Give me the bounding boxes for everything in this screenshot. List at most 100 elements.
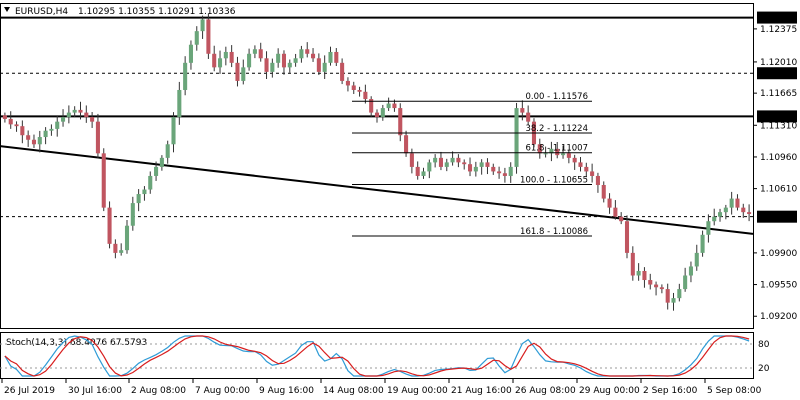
candles-layer — [2, 13, 752, 311]
candle-bear — [409, 153, 414, 167]
price-tick-label: 1.09200 — [760, 312, 797, 322]
candle-bull — [49, 128, 54, 131]
price-tick-label: 1.12010 — [760, 58, 797, 68]
candle-bull — [543, 153, 548, 155]
candle-bull — [671, 298, 676, 303]
candle-bear — [305, 49, 310, 54]
candle-bear — [316, 58, 321, 72]
time-tick-label: 21 Aug 16:00 — [451, 386, 512, 396]
candle-bear — [8, 118, 13, 125]
stoch-panel-border — [0, 332, 754, 379]
stoch-signal-line — [4, 335, 750, 377]
candle-bear — [404, 135, 409, 154]
candle-bull — [55, 121, 60, 129]
candle-bull — [421, 171, 426, 176]
candle-bull — [223, 51, 228, 59]
candle-bear — [369, 99, 374, 113]
fib-level-label: 161.8 - 1.10086 — [520, 227, 588, 237]
quote-label: 1.10295 1.10355 1.10291 1.10336 — [78, 7, 236, 17]
candle-bear — [642, 270, 647, 281]
triangle-down-icon[interactable] — [4, 7, 10, 12]
candle-bull — [683, 275, 688, 290]
fib-level-label: 38.2 - 1.11224 — [525, 124, 588, 134]
candle-bull — [712, 216, 717, 222]
candle-bear — [14, 124, 19, 127]
candle-bear — [520, 108, 525, 113]
price-tick-label: 1.10610 — [760, 185, 797, 195]
candle-bull — [299, 49, 304, 59]
candle-bear — [607, 198, 612, 208]
candle-bull — [66, 112, 71, 118]
time-tick-label: 2 Aug 08:00 — [131, 386, 186, 396]
candle-bull — [473, 166, 478, 172]
candle-bull — [188, 44, 193, 63]
candle-bull — [276, 53, 281, 63]
candle-bull — [688, 266, 693, 276]
candle-bull — [444, 162, 449, 167]
candle-bear — [78, 109, 83, 113]
price-label-bg — [757, 110, 797, 123]
price-label-bg — [757, 67, 797, 80]
candle-bull — [171, 117, 176, 145]
candle-bull — [293, 58, 298, 63]
candle-bull — [130, 203, 135, 226]
candle-bear — [659, 287, 664, 290]
candle-bull — [694, 252, 699, 267]
candle-bull — [433, 157, 438, 163]
stoch-level-label: 20 — [758, 364, 770, 374]
candle-bear — [90, 117, 95, 122]
fib-level-label: 61.8 - 1.11007 — [525, 144, 588, 154]
candle-bull — [729, 198, 734, 208]
candle-bear — [101, 153, 106, 208]
candle-bull — [636, 270, 641, 276]
price-line-labels: 1.12500 1.11885 1.11408 1.10300 — [757, 11, 797, 223]
candle-bear — [95, 121, 100, 154]
candle-bull — [549, 148, 554, 154]
time-tick-label: 26 Jul 2019 — [4, 386, 55, 396]
fib-level-label: 100.0 - 1.10655 — [520, 176, 588, 186]
candle-bull — [154, 166, 159, 176]
candle-bear — [497, 171, 502, 174]
price-line-label: 1.11408 — [760, 112, 797, 122]
candle-bull — [723, 207, 728, 213]
candle-bear — [311, 53, 316, 59]
price-tick-label: 1.11310 — [760, 121, 797, 131]
candle-bear — [84, 112, 89, 118]
candle-bull — [119, 250, 124, 253]
candle-bear — [26, 135, 31, 140]
candle-bull — [247, 53, 252, 68]
candle-bear — [572, 157, 577, 163]
candle-bull — [427, 162, 432, 172]
time-tick-label: 30 Jul 16:00 — [68, 386, 122, 396]
candle-bear — [258, 49, 263, 59]
candle-bull — [270, 62, 275, 72]
time-tick-label: 7 Aug 00:00 — [195, 386, 250, 396]
candle-bull — [194, 31, 199, 45]
candle-bull — [287, 62, 292, 68]
candle-bull — [61, 117, 66, 122]
candle-bear — [398, 108, 403, 136]
candle-bear — [619, 216, 624, 222]
candle-bull — [322, 62, 327, 72]
candle-bull — [561, 153, 566, 156]
candle-bear — [264, 58, 269, 72]
candle-bear — [624, 221, 630, 253]
candle-bear — [31, 139, 37, 145]
stoch-level-label: 80 — [758, 340, 770, 350]
price-tick-label: 1.12375 — [760, 25, 797, 35]
candle-bear — [206, 19, 211, 54]
price-line-label: 1.12500 — [760, 14, 797, 24]
candle-bear — [555, 148, 560, 156]
candle-bear — [2, 115, 7, 119]
candle-bear — [107, 207, 112, 244]
candle-bear — [281, 53, 287, 68]
candle-bear — [578, 162, 583, 167]
candle-bear — [334, 51, 339, 63]
price-lines-layer — [0, 16, 754, 235]
candle-bear — [392, 103, 397, 109]
time-axis: 26 Jul 2019 30 Jul 16:00 2 Aug 08:00 7 Aug … — [1, 379, 762, 396]
trendline[interactable] — [0, 145, 754, 235]
candle-bull — [165, 144, 170, 158]
candle-bull — [43, 130, 48, 138]
